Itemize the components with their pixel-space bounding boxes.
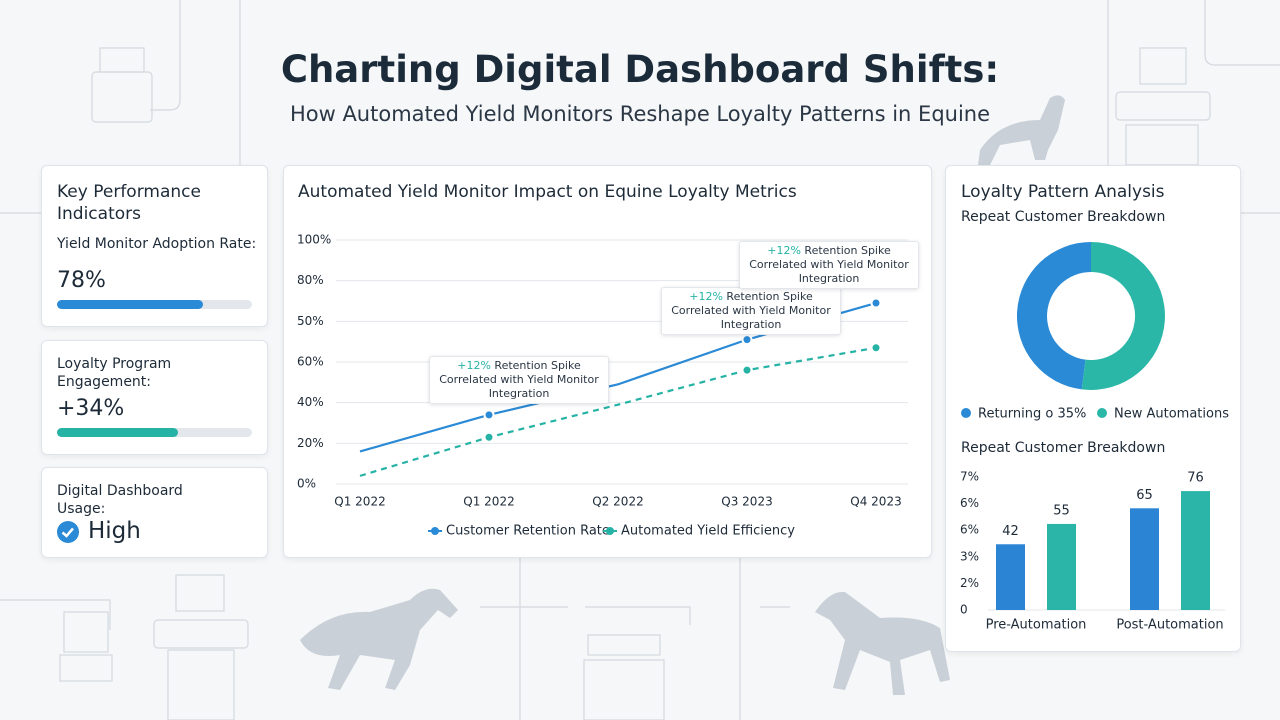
kpi-card: Digital Dashboard Usage: High [41,467,268,558]
progress-bar [57,300,204,309]
kpi-heading: Key Performance Indicators [57,182,201,224]
kpi-label: Yield Monitor Adoption Rate: [57,236,257,252]
progress-bar [57,428,178,437]
annotation-highlight: +12% [689,290,723,303]
annotation-highlight: +12% [457,359,491,372]
kpi-card: Key Performance Indicators Yield Monitor… [41,165,268,327]
annotation-text: Retention Spike Correlated with Yield Mo… [671,290,831,331]
progress-track [57,300,252,309]
annotation: +12% Retention Spike Correlated with Yie… [429,356,609,404]
page-subtitle: How Automated Yield Monitors Reshape Loy… [289,102,991,126]
kpi-value: High [88,518,141,544]
page-title: Charting Digital Dashboard Shifts: [280,48,1000,91]
kpi-value: 78% [57,268,106,293]
progress-track [57,428,252,437]
annotation-highlight: +12% [767,244,801,257]
annotation: +12% Retention Spike Correlated with Yie… [739,241,919,289]
kpi-value: +34% [57,396,125,421]
annotation: +12% Retention Spike Correlated with Yie… [661,287,841,335]
kpi-card: Loyalty Program Engagement: +34% [41,340,268,455]
kpi-label: Loyalty Program Engagement: [57,356,172,390]
annotation-text: Retention Spike Correlated with Yield Mo… [749,244,909,285]
annotation-text: Retention Spike Correlated with Yield Mo… [439,359,599,400]
kpi-label: Digital Dashboard Usage: [57,483,183,517]
check-icon [57,521,79,543]
loyalty-card [945,165,1241,652]
